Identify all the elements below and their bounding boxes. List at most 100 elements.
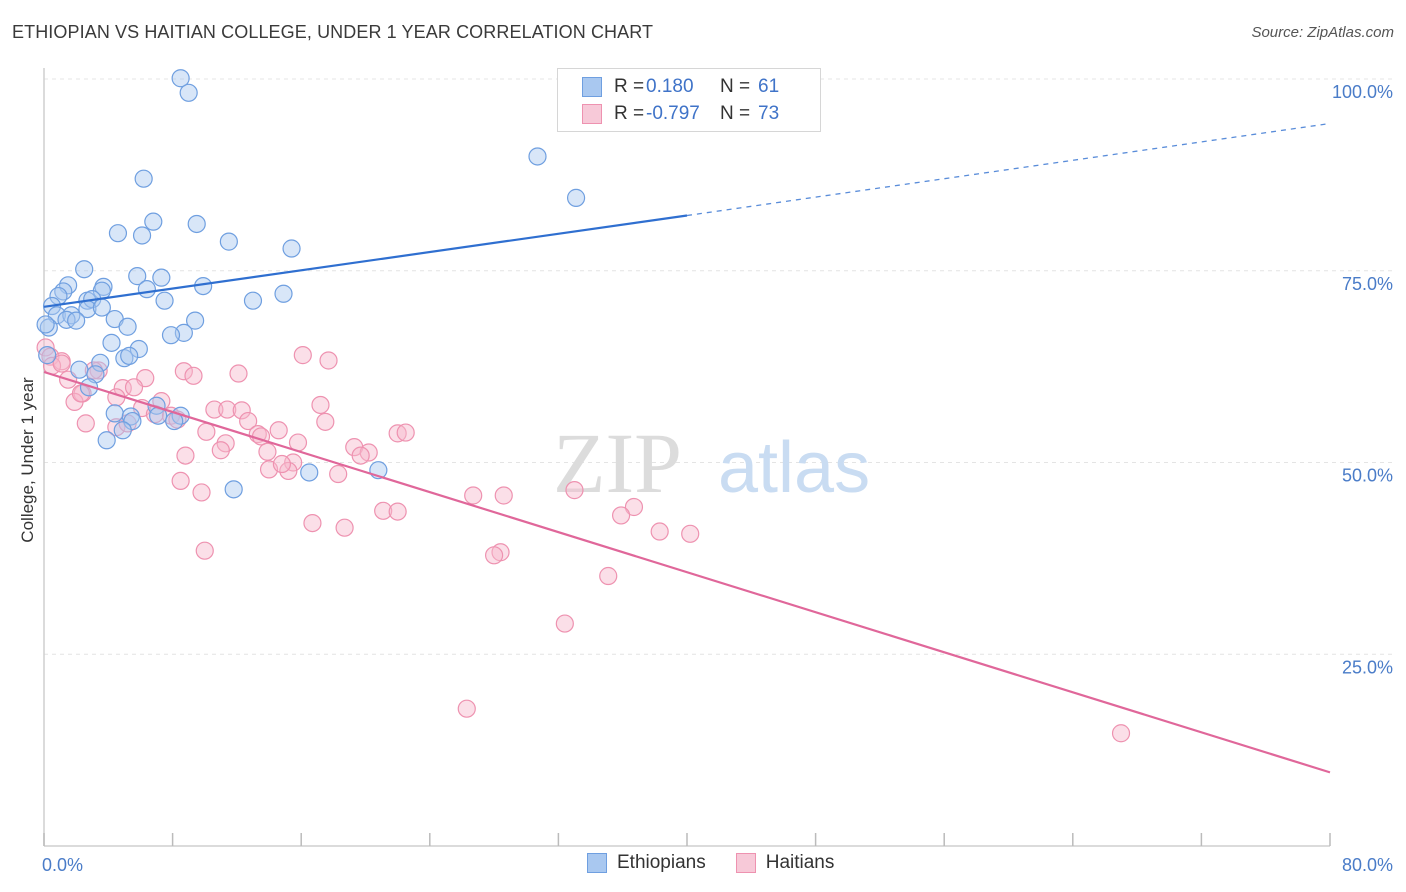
n-value: 61	[758, 76, 780, 97]
haitian-point	[176, 446, 195, 465]
haitian-point	[211, 441, 230, 460]
r-label: R =	[614, 76, 645, 97]
ethiopian-swatch	[587, 853, 607, 873]
ethiopian-point	[79, 378, 99, 397]
haitian-point	[335, 518, 354, 537]
ethiopian-point	[39, 318, 58, 337]
haitian-point	[555, 614, 574, 633]
haitian-point	[599, 566, 618, 586]
haitian-point	[192, 483, 211, 502]
ethiopian-point	[300, 463, 319, 482]
haitian-point	[171, 471, 190, 491]
trend-lines	[43, 122, 1331, 774]
haitian-point	[258, 442, 277, 461]
data-points	[36, 69, 1131, 743]
haitian-point	[1111, 724, 1131, 743]
haitian-point	[457, 699, 476, 718]
y-tick-label: 25.0%	[1342, 657, 1393, 677]
ethiopian-point	[243, 291, 263, 310]
ethiopian-point	[566, 188, 586, 207]
haitian-point	[269, 421, 288, 440]
ethiopian-point	[528, 147, 547, 166]
haitian-point	[232, 401, 251, 420]
ethiopian-point	[70, 360, 89, 379]
legend-row-ethiopians: R = 0.180 N = 61	[582, 75, 779, 99]
x-tick-label: 80.0%	[1342, 855, 1393, 875]
ethiopian-point	[36, 315, 55, 334]
y-tick-label: 100.0%	[1332, 82, 1393, 102]
ethiopian-point	[123, 411, 142, 431]
ethiopian-point	[128, 267, 147, 286]
haitian-point	[239, 411, 258, 431]
watermark-atlas: atlas	[718, 428, 870, 508]
haitian-point	[174, 362, 193, 381]
ethiopian-point	[137, 280, 156, 299]
haitian-point	[388, 502, 407, 521]
haitian-point	[303, 513, 322, 533]
source-credit: Source: ZipAtlas.com	[1251, 24, 1394, 41]
y-tick-label: 50.0%	[1342, 466, 1393, 486]
ethiopian-point	[282, 239, 301, 258]
haitian-point	[195, 541, 214, 560]
ethiopian-point	[187, 214, 206, 234]
ethiopian-point	[38, 346, 57, 365]
haitian-point	[205, 400, 224, 419]
haitian-point	[494, 486, 513, 505]
ethiopian-point	[67, 311, 86, 330]
ethiopian-point	[152, 268, 171, 287]
legend-label: Haitians	[765, 852, 835, 873]
ethiopian-point	[186, 311, 205, 330]
haitian-point	[329, 464, 348, 484]
n-label: N =	[720, 76, 751, 97]
haitian-point	[316, 412, 335, 431]
haitian-point	[351, 446, 370, 465]
legend-item-ethiopians[interactable]: Ethiopians	[587, 852, 706, 874]
ethiopian-point	[161, 326, 181, 345]
watermark-zip: ZIP	[553, 415, 682, 511]
ethiopian-point	[57, 310, 76, 329]
haitian-swatch	[582, 104, 602, 124]
series-legend: Ethiopians Haitians	[587, 852, 864, 874]
ethiopian-point	[118, 317, 137, 336]
y-tick-label: 75.0%	[1342, 274, 1393, 294]
haitian-point	[396, 423, 415, 442]
ethiopian-point	[105, 404, 124, 423]
haitian-point	[76, 414, 95, 433]
ethiopian-point	[274, 284, 293, 303]
ethiopian-point	[108, 224, 128, 243]
grid-lines	[44, 78, 1392, 655]
haitian-trend-line	[43, 370, 1331, 774]
haitian-point	[624, 497, 644, 517]
haitian-point	[565, 481, 584, 500]
haitian-point	[681, 524, 700, 543]
haitian-point	[197, 422, 216, 441]
ethiopian-point	[102, 333, 121, 352]
ethiopian-trend-line	[43, 214, 688, 308]
r-value: 0.180	[646, 76, 694, 97]
haitian-point	[611, 506, 631, 525]
haitian-point	[279, 461, 298, 481]
legend-row-haitians: R = -0.797 N = 73	[582, 102, 779, 126]
haitian-point	[184, 366, 203, 385]
x-tick-label: 0.0%	[42, 855, 83, 875]
legend-item-haitians[interactable]: Haitians	[735, 852, 835, 874]
ethiopian-point	[120, 346, 139, 365]
n-value: 73	[758, 103, 780, 124]
haitian-point	[293, 346, 312, 365]
ethiopian-point	[115, 349, 134, 368]
ethiopian-point	[97, 431, 116, 450]
haitian-point	[311, 395, 330, 415]
tick-labels: 100.0% 75.0% 50.0% 25.0% 0.0% 80.0%	[42, 82, 1393, 875]
n-label: N =	[720, 103, 751, 124]
correlation-legend: R = 0.180 N = 61 R = -0.797 N = 73	[557, 68, 821, 132]
chart-title: ETHIOPIAN VS HAITIAN COLLEGE, UNDER 1 YE…	[12, 22, 654, 42]
ethiopian-point	[75, 260, 94, 279]
haitian-point	[52, 354, 71, 373]
haitian-swatch	[735, 853, 756, 873]
r-value: -0.797	[646, 103, 700, 124]
haitian-point	[650, 522, 669, 541]
ethiopian-point	[91, 353, 110, 372]
ethiopian-point	[179, 83, 198, 102]
ethiopian-point	[129, 339, 148, 359]
haitian-point	[485, 546, 504, 565]
